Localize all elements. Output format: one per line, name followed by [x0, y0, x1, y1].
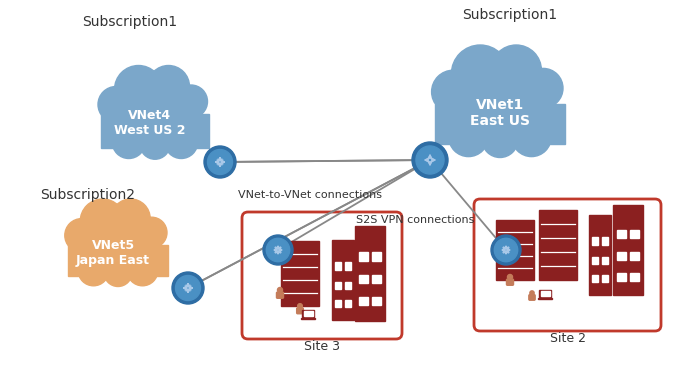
Bar: [539, 290, 551, 297]
Bar: [335, 262, 341, 270]
FancyBboxPatch shape: [276, 292, 284, 298]
Bar: [592, 237, 598, 245]
Circle shape: [512, 117, 552, 157]
Bar: [617, 273, 626, 281]
Circle shape: [207, 150, 232, 174]
Circle shape: [432, 70, 475, 114]
Circle shape: [89, 212, 148, 270]
Bar: [617, 252, 626, 260]
Circle shape: [416, 146, 444, 174]
Circle shape: [78, 255, 109, 286]
Circle shape: [164, 126, 197, 158]
FancyBboxPatch shape: [435, 104, 565, 144]
Circle shape: [104, 258, 132, 287]
Bar: [592, 257, 598, 264]
Bar: [631, 230, 639, 238]
Bar: [301, 318, 315, 319]
Circle shape: [65, 219, 99, 252]
Circle shape: [127, 255, 158, 286]
Bar: [345, 282, 351, 289]
FancyBboxPatch shape: [474, 199, 661, 331]
Text: VNet-to-VNet connections: VNet-to-VNet connections: [238, 190, 382, 200]
Circle shape: [98, 87, 134, 123]
FancyBboxPatch shape: [242, 212, 402, 339]
Text: Subscription1: Subscription1: [83, 15, 178, 29]
Bar: [302, 310, 314, 317]
Circle shape: [148, 65, 190, 108]
Circle shape: [111, 199, 150, 238]
Bar: [631, 252, 639, 260]
Circle shape: [266, 238, 290, 262]
FancyBboxPatch shape: [101, 114, 209, 148]
Bar: [592, 275, 598, 282]
Circle shape: [176, 276, 200, 300]
Text: VNet4
West US 2: VNet4 West US 2: [114, 109, 186, 137]
Bar: [372, 297, 381, 305]
FancyBboxPatch shape: [528, 295, 536, 300]
Circle shape: [277, 288, 283, 292]
Bar: [359, 275, 368, 284]
Circle shape: [491, 235, 521, 265]
Circle shape: [452, 45, 509, 103]
Bar: [539, 210, 577, 280]
Bar: [335, 300, 341, 307]
FancyBboxPatch shape: [507, 279, 514, 285]
Text: Site 2: Site 2: [550, 333, 585, 346]
Bar: [359, 252, 368, 261]
Text: S2S VPN connections: S2S VPN connections: [356, 215, 474, 225]
Circle shape: [524, 68, 563, 108]
Circle shape: [508, 274, 512, 280]
Circle shape: [462, 61, 538, 137]
Circle shape: [491, 45, 541, 95]
Bar: [372, 275, 381, 284]
Circle shape: [115, 65, 162, 114]
Bar: [602, 237, 608, 245]
Text: VNet5
Japan East: VNet5 Japan East: [76, 239, 150, 267]
Bar: [335, 282, 341, 289]
Text: VNet1
East US: VNet1 East US: [470, 98, 530, 128]
Text: Subscription2: Subscription2: [41, 188, 136, 202]
Bar: [281, 241, 319, 306]
Circle shape: [263, 235, 293, 265]
Bar: [345, 300, 351, 307]
Bar: [540, 291, 550, 296]
Circle shape: [204, 146, 236, 178]
Bar: [372, 252, 381, 261]
Bar: [332, 240, 354, 320]
Circle shape: [140, 129, 170, 159]
Bar: [538, 297, 552, 299]
Text: Site 3: Site 3: [304, 341, 340, 353]
Bar: [345, 262, 351, 270]
FancyBboxPatch shape: [68, 245, 169, 276]
Bar: [617, 230, 626, 238]
FancyBboxPatch shape: [297, 308, 303, 314]
Text: Subscription1: Subscription1: [463, 8, 558, 22]
Bar: [613, 205, 643, 295]
Bar: [602, 275, 608, 282]
Bar: [589, 215, 611, 295]
Circle shape: [136, 217, 167, 248]
Circle shape: [123, 79, 186, 142]
Circle shape: [412, 142, 448, 178]
Circle shape: [494, 238, 518, 262]
Circle shape: [80, 199, 125, 244]
Bar: [631, 273, 639, 281]
Bar: [496, 220, 534, 280]
Bar: [602, 257, 608, 264]
Bar: [304, 311, 312, 316]
Circle shape: [112, 126, 146, 158]
Bar: [355, 226, 385, 320]
Circle shape: [530, 291, 534, 295]
Circle shape: [298, 304, 302, 308]
Circle shape: [174, 85, 207, 118]
Circle shape: [482, 122, 518, 158]
Circle shape: [449, 117, 489, 157]
Circle shape: [172, 272, 204, 304]
Bar: [359, 297, 368, 305]
